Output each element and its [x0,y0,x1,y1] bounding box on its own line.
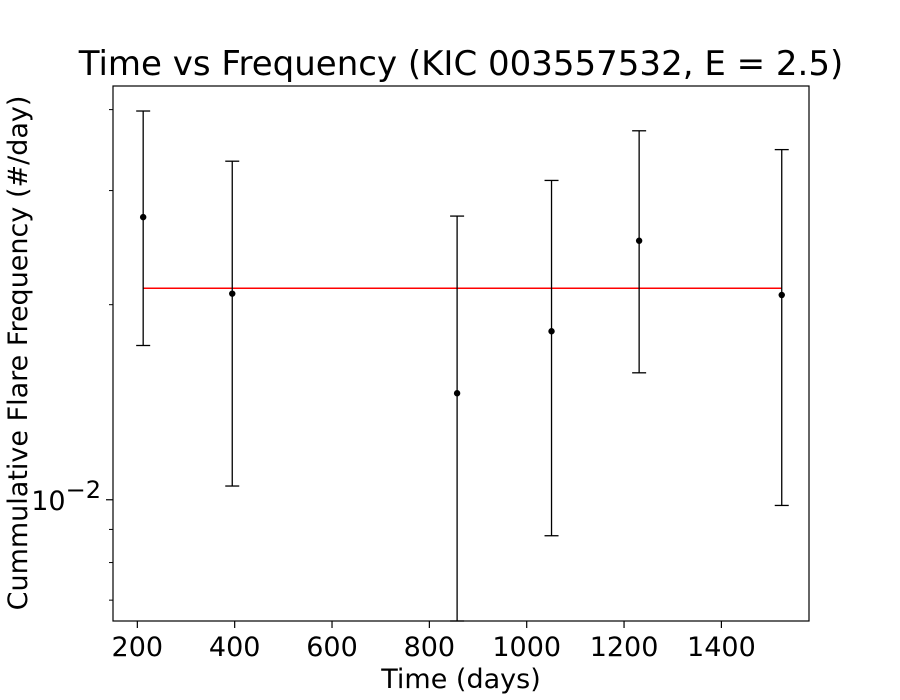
data-point [139,213,147,221]
x-axis-label: Time (days) [380,664,540,695]
data-point [548,328,555,335]
axes-frame [112,85,810,622]
data-point [778,291,785,299]
data-point [453,390,461,397]
x-tick-label: 800 [404,632,456,663]
y-tick-label: 10−2 [31,476,101,517]
axes: 200 400 600 800 1000 1200 1400 10−2 [31,85,810,663]
data-point [635,237,643,244]
chart-title: Time vs Frequency (KIC 003557532, E = 2.… [78,44,843,84]
data-point [229,290,236,297]
y-axis-label: Cummulative Flare Frequency (#/day) [3,96,34,611]
x-tick-label: 600 [306,632,358,663]
x-tick-label: 400 [209,632,261,663]
x-tick-label: 1200 [590,632,659,663]
plot-area [136,110,789,622]
y-tick-label-exponent: −2 [66,476,101,504]
x-tick-label: 200 [112,632,164,663]
x-tick-label: 1000 [492,632,561,663]
y-tick-label-base: 10 [31,486,65,517]
x-tick-label: 1400 [687,632,756,663]
